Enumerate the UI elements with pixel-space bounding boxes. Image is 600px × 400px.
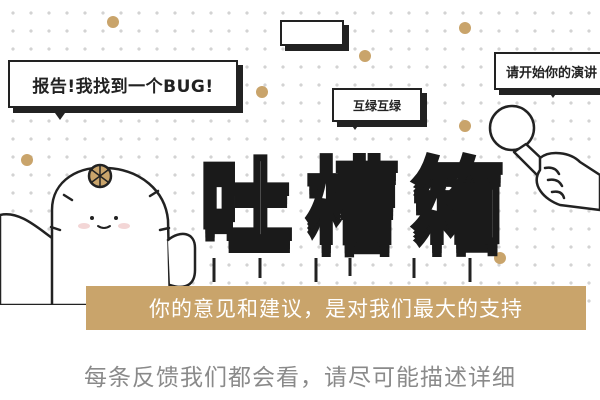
cactus-icon xyxy=(0,163,197,305)
banner-decoration xyxy=(0,16,600,305)
title-legs xyxy=(212,258,472,282)
banner-title: 吐 槽 箱 xyxy=(198,148,506,258)
feedback-subtitle: 每条反馈我们都会看，请尽可能描述详细 xyxy=(84,365,516,391)
feedback-banner: 报告!我找到一个BUG! 互绿互绿 请开始你的演讲 吐 槽 箱 xyxy=(0,0,600,305)
title-char: 吐 xyxy=(198,149,294,256)
title-char: 槽 xyxy=(304,149,400,256)
speech-bubble: 请开始你的演讲 xyxy=(494,52,600,98)
empty-speech-bubble xyxy=(280,20,344,46)
title-char: 箱 xyxy=(410,149,506,256)
report-bug-bubble: 报告!我找到一个BUG! xyxy=(8,60,238,120)
tag-bubble: 互绿互绿 xyxy=(332,88,422,130)
support-tagline: 你的意见和建议，是对我们最大的支持 xyxy=(86,286,586,330)
microphone-icon xyxy=(488,104,600,212)
